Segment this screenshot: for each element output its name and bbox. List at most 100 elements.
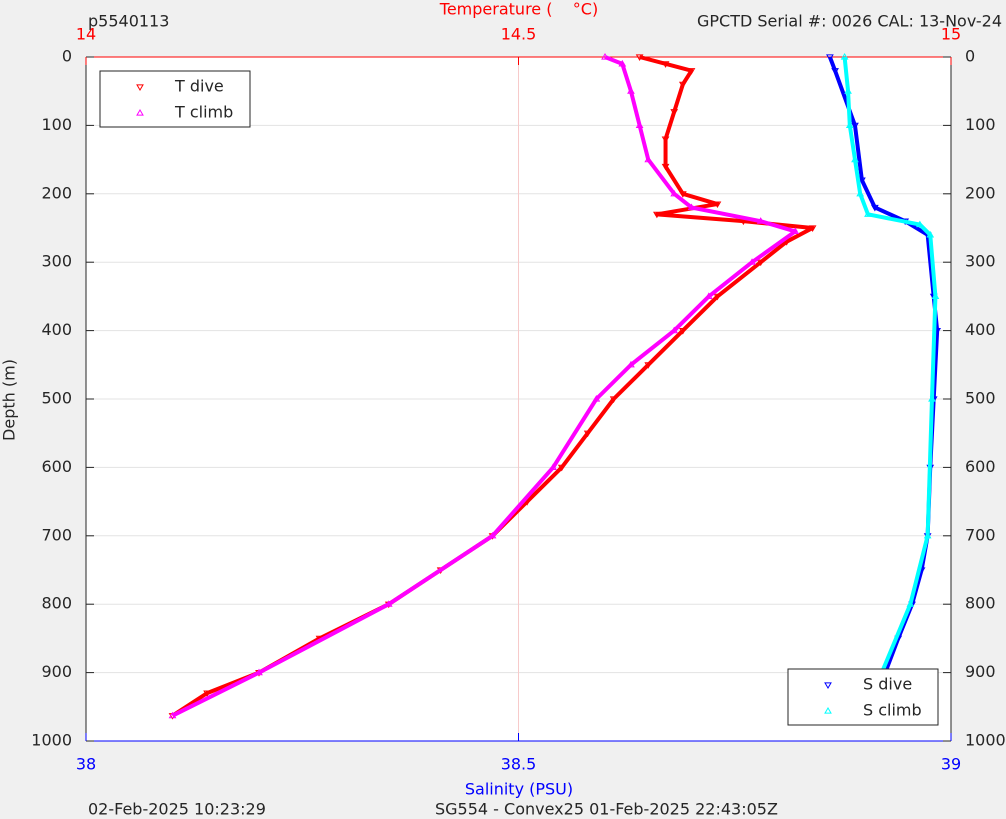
data-point	[713, 201, 722, 209]
legend-marker	[136, 84, 144, 91]
legend-box	[787, 668, 939, 726]
data-point	[926, 230, 935, 238]
y-tick-label: 600	[41, 457, 72, 476]
data-point	[618, 59, 627, 67]
data-point	[670, 326, 679, 334]
profile-line	[171, 55, 798, 718]
y-tick-label: 300	[41, 252, 72, 271]
data-point	[653, 211, 661, 219]
chart-subtitle: GPCTD Serial #: 0026 CAL: 13-Nov-24	[697, 12, 1002, 31]
x2-axis-label: Salinity (PSU)	[465, 780, 573, 799]
data-point	[661, 163, 670, 171]
data-point	[661, 136, 670, 144]
data-point	[687, 203, 696, 211]
y-tick-label: 200	[41, 183, 72, 202]
data-point	[831, 68, 839, 75]
y-tick-label: 700	[965, 525, 996, 544]
data-point	[557, 464, 566, 472]
data-point	[549, 463, 557, 470]
data-point	[635, 54, 644, 61]
data-point	[791, 227, 800, 235]
data-point	[923, 531, 932, 539]
legend-label: T dive	[174, 77, 224, 96]
data-point	[687, 68, 696, 75]
data-point	[756, 217, 765, 224]
y-tick-label: 100	[965, 115, 996, 134]
data-point	[255, 668, 263, 676]
data-point	[871, 204, 879, 212]
data-point	[644, 155, 653, 163]
data-point	[601, 53, 609, 60]
data-point	[661, 61, 670, 68]
data-point	[384, 600, 393, 607]
chart-title: p5540113	[88, 12, 169, 31]
y-tick-label: 600	[965, 457, 996, 476]
data-point	[609, 396, 618, 403]
x-tick-label: 15	[941, 25, 961, 44]
footer-right: SG554 - Convex25 01-Feb-2025 22:43:05Z	[435, 800, 778, 819]
x-axis-label: Temperature ( °C)	[439, 0, 598, 19]
x2-tick-label: 39	[941, 755, 961, 774]
x2-tick-label: 38	[76, 755, 96, 774]
data-point	[168, 711, 177, 719]
data-point	[931, 292, 940, 299]
y-tick-label: 400	[41, 320, 72, 339]
y-tick-label: 0	[965, 47, 975, 66]
legend-label: T climb	[174, 103, 233, 122]
data-point	[670, 189, 679, 197]
legend-label: S dive	[863, 675, 912, 694]
profile-line	[842, 56, 938, 716]
legend-marker	[824, 707, 832, 714]
data-point	[203, 690, 211, 698]
y-tick-label: 500	[41, 389, 72, 408]
y-tick-label: 900	[41, 662, 72, 681]
data-point	[678, 81, 687, 89]
y-tick-label: 500	[965, 389, 996, 408]
y-tick-label: 900	[965, 662, 996, 681]
y-tick-label: 0	[62, 47, 72, 66]
data-point	[644, 362, 653, 369]
y-tick-label: 800	[965, 594, 996, 613]
footer-left: 02-Feb-2025 10:23:29	[88, 800, 266, 819]
x-tick-label: 14.5	[501, 25, 537, 44]
y-axis-label: Depth (m)	[0, 359, 19, 441]
data-point	[906, 600, 915, 607]
data-point	[864, 210, 872, 217]
data-point	[488, 531, 497, 539]
legend-marker	[824, 682, 832, 689]
data-point	[670, 109, 679, 116]
data-point	[845, 121, 854, 128]
data-point	[915, 220, 924, 228]
data-point	[713, 293, 722, 301]
data-point	[826, 54, 834, 61]
data-point	[583, 430, 592, 438]
y-tick-label: 1000	[965, 731, 1006, 750]
legend-label: S climb	[863, 701, 922, 720]
data-point	[627, 87, 635, 94]
data-point	[592, 395, 601, 402]
y-tick-label: 400	[965, 320, 996, 339]
y-tick-label: 800	[41, 594, 72, 613]
data-point	[678, 328, 687, 335]
data-point	[627, 360, 635, 368]
legend-marker	[136, 109, 144, 116]
x-tick-label: 14	[76, 25, 96, 44]
data-point	[844, 87, 852, 94]
x2-tick-label: 38.5	[501, 755, 537, 774]
data-point	[858, 177, 866, 185]
legend-box	[99, 70, 251, 128]
data-point	[840, 53, 849, 60]
data-point	[851, 122, 859, 130]
y-tick-label: 1000	[31, 731, 72, 750]
y-tick-label: 100	[41, 115, 72, 134]
y-tick-label: 300	[965, 252, 996, 271]
data-point	[856, 189, 865, 197]
data-point	[748, 258, 756, 265]
data-point	[851, 155, 859, 163]
data-point	[704, 292, 713, 299]
data-point	[928, 395, 936, 402]
y-tick-label: 700	[41, 525, 72, 544]
data-point	[756, 259, 765, 267]
data-point	[635, 121, 644, 128]
